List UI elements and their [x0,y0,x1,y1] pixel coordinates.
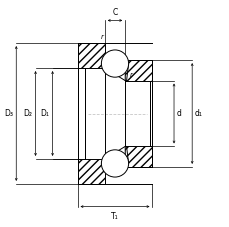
Bar [77,43,104,68]
Text: C: C [112,8,117,17]
Text: d: d [176,109,181,118]
Bar [125,60,152,81]
Polygon shape [125,64,128,81]
Bar [77,159,104,184]
Text: r: r [101,34,104,40]
Text: D₂: D₂ [23,109,32,118]
Polygon shape [101,159,104,163]
Circle shape [101,50,128,77]
Circle shape [101,150,128,177]
Polygon shape [101,64,104,68]
Text: d₁: d₁ [194,109,202,118]
Text: D₃: D₃ [4,109,13,118]
Bar [77,68,85,159]
Bar [149,81,152,146]
Text: T₁: T₁ [111,212,118,221]
Text: D₁: D₁ [40,109,49,118]
Polygon shape [125,146,128,163]
Bar [125,146,152,167]
Text: r: r [129,72,132,78]
